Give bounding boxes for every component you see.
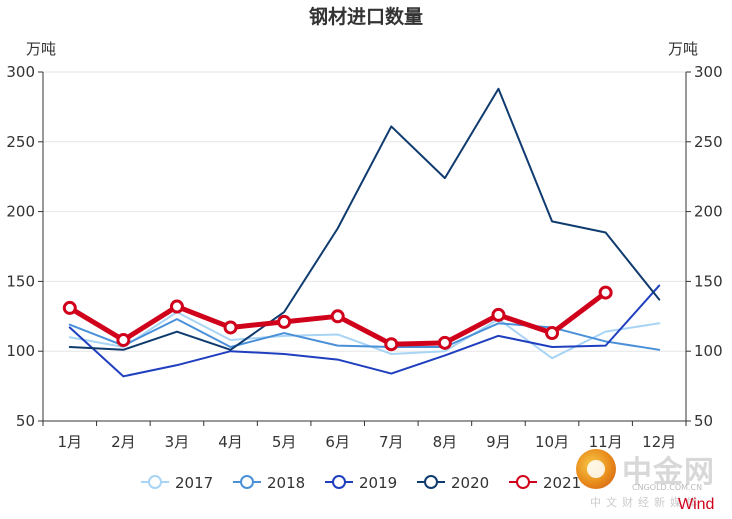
data-point-2021 <box>598 285 613 300</box>
watermark-brand: 中金网 <box>622 455 715 490</box>
x-tick-label: 8月 <box>433 433 458 451</box>
series-2017 <box>68 311 661 360</box>
cngold-logo-icon <box>576 449 616 489</box>
series-lines <box>62 87 661 378</box>
y-tick-label-left: 300 <box>6 63 35 81</box>
grid-lines <box>43 71 686 352</box>
data-point-2021 <box>384 337 399 352</box>
y-tick-label-right: 200 <box>694 203 723 221</box>
legend-item-2021[interactable]: 2021 <box>509 474 581 492</box>
y-tick-label-left: 250 <box>6 133 35 151</box>
y-axis-right-unit: 万吨 <box>668 40 698 58</box>
legend-label: 2021 <box>543 474 581 492</box>
series-line-2019 <box>68 284 661 378</box>
series-line-2020 <box>68 87 661 351</box>
data-source-label: Wind <box>678 496 715 513</box>
x-tick-label: 9月 <box>486 433 511 451</box>
x-tick-label: 10月 <box>535 433 569 451</box>
y-tick-label-right: 50 <box>694 412 713 430</box>
watermark-url: CNGOLD.COM.CN <box>632 483 703 492</box>
y-tick-label-right: 300 <box>694 63 723 81</box>
legend-label: 2018 <box>267 474 305 492</box>
legend-item-2019[interactable]: 2019 <box>325 474 397 492</box>
x-tick-label: 12月 <box>642 433 676 451</box>
y-tick-label-left: 50 <box>16 412 35 430</box>
x-tick-label: 11月 <box>589 433 623 451</box>
series-2021 <box>62 285 613 352</box>
x-tick-label: 1月 <box>58 433 83 451</box>
series-2020 <box>68 87 661 351</box>
series-2018 <box>68 318 661 351</box>
legend-label: 2020 <box>451 474 489 492</box>
y-tick-label-right: 150 <box>694 272 723 290</box>
legend-marker <box>240 475 254 489</box>
watermark-tagline: 中文财经新媒体 <box>590 496 702 509</box>
x-tick-label: 6月 <box>325 433 350 451</box>
data-point-2021 <box>437 335 452 350</box>
series-line-2017 <box>68 311 661 360</box>
watermark: 中金网 CNGOLD.COM.CN 中文财经新媒体 Wind <box>576 447 726 517</box>
legend-item-2017[interactable]: 2017 <box>141 474 213 492</box>
y-tick-label-left: 150 <box>6 272 35 290</box>
data-point-2021 <box>169 299 184 314</box>
x-tick-label: 4月 <box>218 433 243 451</box>
legend-marker <box>516 475 530 489</box>
legend-label: 2017 <box>175 474 213 492</box>
y-tick-label-right: 250 <box>694 133 723 151</box>
legend-label: 2019 <box>359 474 397 492</box>
x-tick-label: 2月 <box>111 433 136 451</box>
y-tick-label-right: 100 <box>694 342 723 360</box>
series-2019 <box>68 284 661 378</box>
series-line-2018 <box>68 318 661 351</box>
data-point-2021 <box>116 333 131 348</box>
chart-title: 钢材进口数量 <box>309 5 423 28</box>
legend-item-2018[interactable]: 2018 <box>233 474 305 492</box>
data-point-2021 <box>223 320 238 335</box>
legend-marker <box>332 475 346 489</box>
y-tick-label-left: 100 <box>6 342 35 360</box>
legend[interactable]: 2017 2018 2019 2020 2021 <box>141 474 581 492</box>
x-tick-label: 3月 <box>165 433 190 451</box>
data-point-2021 <box>545 326 560 341</box>
data-point-2021 <box>330 309 345 324</box>
data-point-2021 <box>491 307 506 322</box>
x-tick-label: 7月 <box>379 433 404 451</box>
data-point-2021 <box>277 314 292 329</box>
legend-marker <box>148 475 162 489</box>
y-axis-left-unit: 万吨 <box>26 40 56 58</box>
y-tick-label-left: 200 <box>6 203 35 221</box>
legend-marker <box>424 475 438 489</box>
data-point-2021 <box>62 300 77 315</box>
x-tick-label: 5月 <box>272 433 297 451</box>
legend-item-2020[interactable]: 2020 <box>417 474 489 492</box>
axes: 50 50 100 100 150 150 200 200 250 250 300 300 1月 2月 3月… <box>6 63 722 451</box>
